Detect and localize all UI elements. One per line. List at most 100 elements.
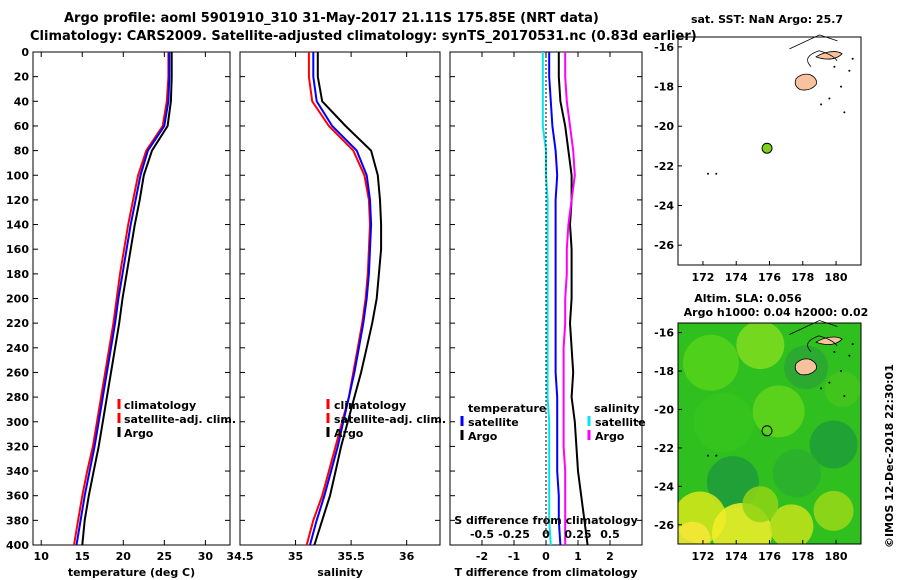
small-island [715, 454, 718, 457]
imos-watermark: ©IMOS 12-Dec-2018 22:30:01 [883, 364, 896, 548]
sla-blob [742, 486, 779, 523]
y-tick-label: 120 [6, 194, 29, 207]
legend-label-s-satellite: satellite [595, 416, 646, 429]
x-tick-label: 25 [157, 550, 172, 563]
map-y-tick-label: -24 [654, 200, 674, 213]
y-tick-label: 340 [6, 465, 29, 478]
legend-label-t-satellite: satellite [468, 416, 519, 429]
y-tick-label: 220 [6, 317, 29, 330]
s-tick-label: -0.5 [470, 528, 494, 541]
sla-blob [809, 420, 858, 469]
small-island [851, 343, 854, 346]
y-tick-label: 140 [6, 219, 29, 232]
x-tick-label: -2 [476, 550, 488, 563]
x-tick-label: 0 [542, 550, 550, 563]
legend-label-climatology: climatology [334, 399, 406, 412]
y-tick-label: 300 [6, 416, 29, 429]
reef-outline [789, 320, 838, 335]
small-island [840, 85, 843, 88]
x-tick-label: -1 [508, 550, 520, 563]
y-tick-label: 160 [6, 243, 29, 256]
map-x-tick-label: 180 [825, 271, 848, 284]
x-tick-label: 30 [198, 550, 214, 563]
map-x-tick-label: 172 [691, 271, 714, 284]
island-viti-levu [794, 358, 817, 376]
y-tick-label: 240 [6, 342, 29, 355]
legend-label-argo: Argo [124, 427, 154, 440]
x-axis-label: T difference from climatology [454, 566, 637, 579]
y-tick-label: 400 [6, 539, 29, 552]
sla-map-title-2: Argo h1000: 0.04 h2000: 0.02 [684, 306, 869, 319]
legend-label-s-argo: Argo [595, 430, 625, 443]
small-island [851, 57, 854, 60]
small-island [706, 172, 709, 175]
small-island [833, 65, 836, 68]
series-line-satellite [75, 52, 171, 546]
map-y-tick-label: -20 [654, 120, 674, 133]
s-tick-label: -0.25 [498, 528, 530, 541]
small-island [715, 172, 718, 175]
series-line-argo [81, 52, 173, 546]
map-y-tick-label: -16 [654, 41, 674, 54]
y-tick-label: 260 [6, 366, 29, 379]
legend-label-t-argo: Argo [468, 430, 498, 443]
map-y-tick-label: -26 [654, 239, 674, 252]
series-line-argo [313, 52, 383, 546]
legend-label-satellite-adj-clim: satellite-adj. clim. [334, 413, 446, 426]
title-line-1: Argo profile: aoml 5901910_310 31-May-20… [64, 11, 599, 26]
y-tick-label: 200 [6, 293, 29, 306]
map-x-tick-label: 178 [791, 550, 814, 563]
y-tick-label: 180 [6, 268, 29, 281]
small-island [828, 97, 831, 100]
argo-float-marker [761, 142, 773, 154]
sla-blob [678, 521, 711, 544]
x-tick-label: 15 [75, 550, 90, 563]
sla-blob [752, 385, 805, 438]
series-line-climatology [305, 52, 372, 546]
sla-blob [824, 371, 861, 408]
map-y-tick-label: -18 [654, 81, 674, 94]
sla-blob [736, 323, 785, 370]
s-tick-label: 0.5 [600, 528, 620, 541]
x-tick-label: 1 [574, 550, 582, 563]
legend-title-temperature: temperature [468, 402, 546, 415]
map-x-tick-label: 178 [791, 271, 814, 284]
sst-map-title: sat. SST: NaN Argo: 25.7 [691, 13, 843, 26]
small-island [706, 454, 709, 457]
x-tick-label: 20 [116, 550, 132, 563]
small-island [840, 370, 843, 373]
series-line-s-satellite [541, 52, 552, 546]
map-x-tick-label: 174 [725, 271, 748, 284]
sla-blob [772, 449, 821, 498]
map-x-tick-label: 180 [825, 550, 848, 563]
argo-float-marker [761, 425, 773, 437]
small-island [843, 111, 846, 114]
x-tick-label: 10 [34, 550, 50, 563]
s-tick-label: 0 [542, 528, 550, 541]
small-island [833, 350, 836, 353]
small-island [820, 103, 823, 106]
temperature-frame [32, 51, 231, 546]
x-tick-label: 35 [288, 550, 303, 563]
legend-label-climatology: climatology [124, 399, 196, 412]
legend-label-satellite-adj-clim: satellite-adj. clim. [124, 413, 236, 426]
x-tick-label: 34.5 [226, 550, 253, 563]
legend-label-argo: Argo [334, 427, 364, 440]
y-tick-label: 40 [14, 95, 30, 108]
map-y-tick-label: -22 [654, 442, 674, 455]
y-tick-label: 0 [21, 46, 29, 59]
reef-outline-2 [807, 335, 838, 353]
sla-blob [693, 392, 754, 453]
series-line-t-argo [557, 52, 589, 546]
sst-map-panel: sat. SST: NaN Argo: 25.7 172 174 176 178 180 -… [654, 13, 862, 284]
x-tick-label: 36 [399, 550, 415, 563]
legend-title-salinity: salinity [594, 402, 640, 415]
s-axis-label: S difference from climatology [454, 514, 638, 527]
y-tick-label: 360 [6, 490, 29, 503]
small-island [828, 381, 831, 384]
series-line-s-argo [562, 52, 576, 545]
y-tick-label: 280 [6, 391, 29, 404]
y-tick-label: 380 [6, 514, 29, 527]
map-y-tick-label: -18 [654, 365, 674, 378]
